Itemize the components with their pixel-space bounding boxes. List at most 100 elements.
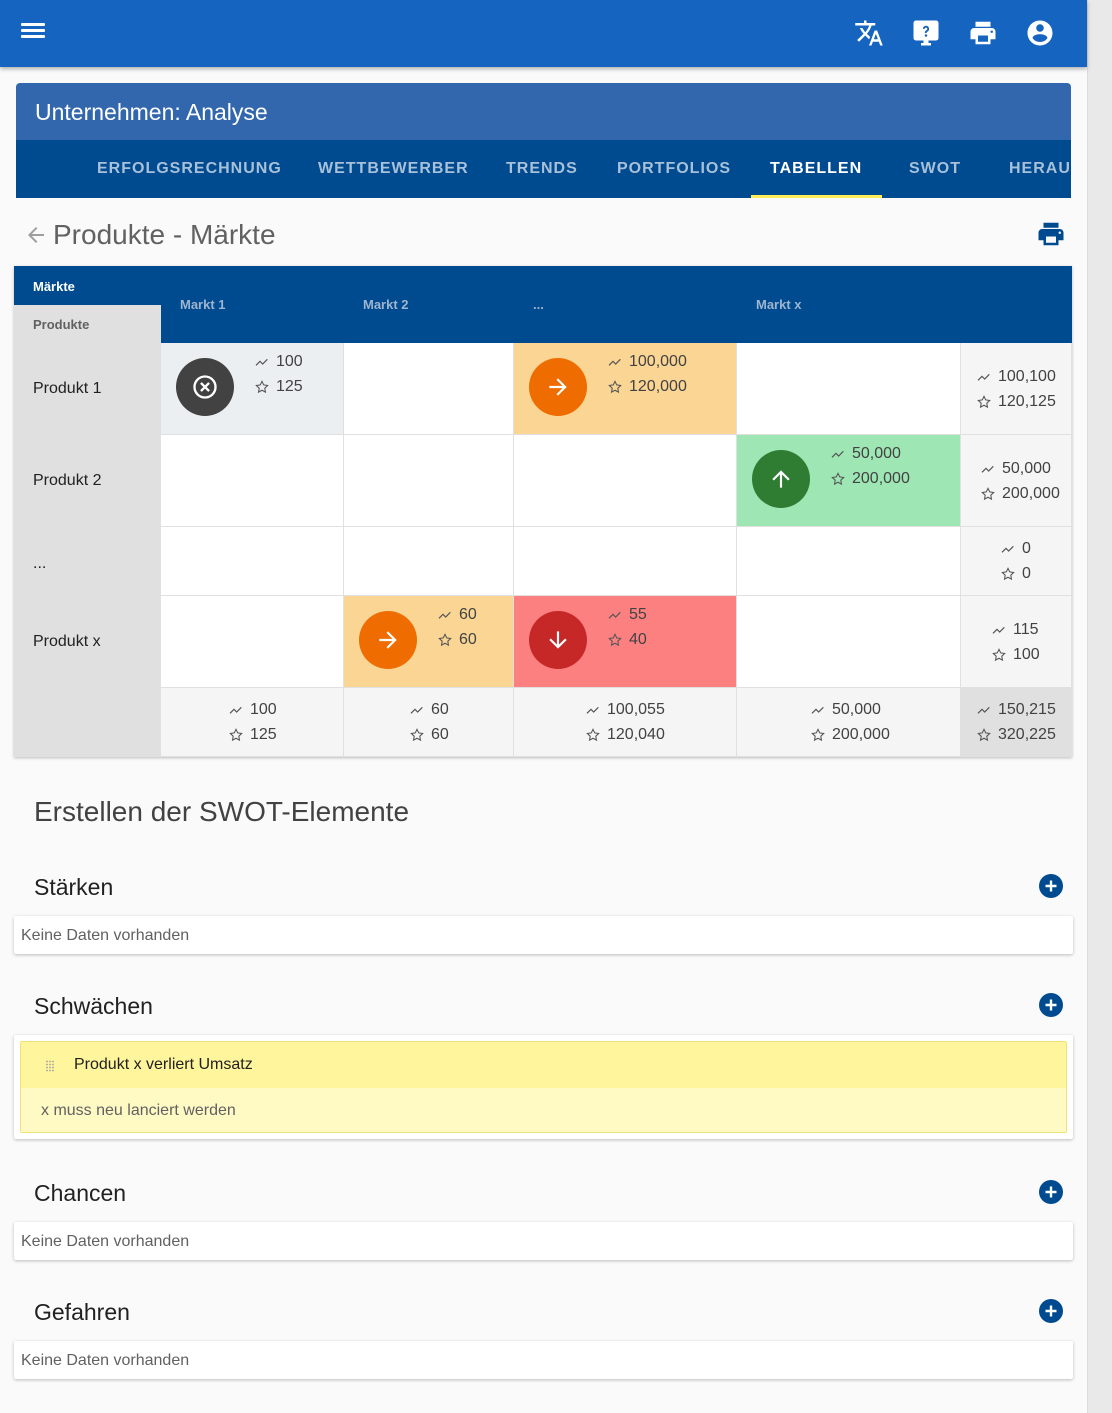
trend-value: 50,000 bbox=[852, 445, 901, 462]
page-scrollbar[interactable] bbox=[1087, 0, 1112, 1413]
schwaeche-item-title: Produkt x verliert Umsatz bbox=[74, 1056, 253, 1073]
matrix-cell[interactable]: 100 125 bbox=[161, 343, 344, 435]
star-value: 60 bbox=[431, 726, 449, 743]
arrow-right-icon bbox=[529, 358, 587, 416]
arrow-back-icon[interactable] bbox=[24, 223, 48, 247]
matrix-cell[interactable] bbox=[161, 527, 344, 596]
star-value: 60 bbox=[459, 631, 477, 648]
trending-icon bbox=[410, 706, 423, 714]
help-icon[interactable] bbox=[909, 16, 943, 50]
markets-label: Märkte bbox=[33, 279, 75, 294]
star-value: 120,000 bbox=[629, 378, 687, 395]
tab-trends[interactable]: TRENDS bbox=[506, 160, 578, 177]
trending-icon bbox=[831, 450, 844, 458]
star-icon bbox=[229, 727, 243, 741]
drag-handle-icon[interactable] bbox=[45, 1060, 55, 1072]
trending-icon bbox=[608, 611, 621, 619]
tab-portfolios[interactable]: PORTFOLIOS bbox=[617, 160, 731, 177]
row-header: ... bbox=[33, 555, 47, 572]
matrix-cell[interactable] bbox=[344, 343, 514, 435]
matrix-cell[interactable]: 100,000 120,000 bbox=[514, 343, 737, 435]
trending-icon bbox=[977, 706, 990, 714]
star-icon bbox=[608, 632, 622, 646]
matrix-header bbox=[14, 266, 1072, 343]
tab-wettbewerber[interactable]: WETTBEWERBER bbox=[318, 160, 469, 177]
star-icon bbox=[992, 647, 1006, 661]
analysis-card: Unternehmen: Analyse ERFOLGSRECHNUNG WET… bbox=[16, 83, 1071, 198]
star-value: 200,000 bbox=[852, 470, 910, 487]
star-value: 320,225 bbox=[998, 726, 1056, 743]
trend-value: 50,000 bbox=[1002, 460, 1051, 477]
trending-icon bbox=[981, 465, 994, 473]
tab-swot[interactable]: SWOT bbox=[909, 160, 961, 177]
column-total-cell: 100,055 120,040 bbox=[514, 688, 737, 757]
menu-icon[interactable] bbox=[20, 20, 48, 46]
swot-title: Erstellen der SWOT-Elemente bbox=[34, 796, 410, 827]
star-icon bbox=[811, 727, 825, 741]
matrix-cell[interactable] bbox=[161, 596, 344, 688]
tab-bar: ERFOLGSRECHNUNG WETTBEWERBER TRENDS PORT… bbox=[16, 140, 1071, 198]
star-value: 200,000 bbox=[832, 726, 890, 743]
add-gefahr-button[interactable] bbox=[1039, 1299, 1063, 1323]
star-icon bbox=[1001, 566, 1015, 580]
star-value: 200,000 bbox=[1002, 485, 1060, 502]
trending-icon bbox=[977, 373, 990, 381]
translate-icon[interactable] bbox=[852, 16, 886, 50]
column-header: ... bbox=[533, 297, 544, 312]
column-total-cell: 100 125 bbox=[161, 688, 344, 757]
matrix-cell[interactable] bbox=[737, 596, 961, 688]
trend-value: 100 bbox=[276, 353, 303, 370]
add-staerke-button[interactable] bbox=[1039, 874, 1063, 898]
star-icon bbox=[977, 394, 991, 408]
arrow-down-icon bbox=[529, 611, 587, 669]
column-total-cell: 60 60 bbox=[344, 688, 514, 757]
tab-tabellen[interactable]: TABELLEN bbox=[770, 160, 863, 177]
row-header: Produkt 2 bbox=[33, 472, 102, 489]
star-icon bbox=[255, 379, 269, 393]
trend-value: 100,000 bbox=[629, 353, 687, 370]
trend-value: 100,100 bbox=[998, 368, 1056, 385]
matrix-cell[interactable] bbox=[161, 435, 344, 527]
star-icon bbox=[981, 486, 995, 500]
tab-herau[interactable]: HERAU bbox=[1009, 160, 1071, 177]
column-header: Markt 1 bbox=[180, 297, 226, 312]
add-schwaeche-button[interactable] bbox=[1039, 993, 1063, 1017]
matrix-cell[interactable]: 50,000 200,000 bbox=[737, 435, 961, 527]
matrix-cell[interactable] bbox=[737, 527, 961, 596]
trend-value: 150,215 bbox=[998, 701, 1056, 718]
matrix-cell[interactable] bbox=[737, 343, 961, 435]
star-icon bbox=[977, 727, 991, 741]
matrix-cell[interactable]: 55 40 bbox=[514, 596, 737, 688]
staerken-empty: Keine Daten vorhanden bbox=[14, 916, 1073, 954]
column-header: Markt x bbox=[756, 297, 802, 312]
trend-value: 100,055 bbox=[607, 701, 665, 718]
account-icon[interactable] bbox=[1023, 16, 1057, 50]
star-value: 125 bbox=[276, 378, 303, 395]
schwaeche-item[interactable]: Produkt x verliert Umsatz x muss neu lan… bbox=[20, 1041, 1067, 1133]
row-total-cell: 100,100 120,125 bbox=[961, 343, 1072, 435]
product-market-matrix: Märkte Produkte Markt 1 Markt 2 ... Mark… bbox=[14, 266, 1072, 757]
row-total-cell: 0 0 bbox=[961, 527, 1072, 596]
trend-value: 100 bbox=[250, 701, 277, 718]
matrix-cell[interactable] bbox=[514, 527, 737, 596]
matrix-cell[interactable] bbox=[344, 527, 514, 596]
print-table-icon[interactable] bbox=[1036, 219, 1066, 249]
print-icon[interactable] bbox=[966, 16, 1000, 50]
matrix-cell[interactable] bbox=[344, 435, 514, 527]
section-title-chancen: Chancen bbox=[34, 1180, 127, 1206]
trend-value: 115 bbox=[1013, 621, 1039, 638]
app-bar bbox=[0, 0, 1087, 67]
trending-icon bbox=[992, 626, 1005, 634]
trend-value: 0 bbox=[1022, 540, 1031, 557]
cancel-icon bbox=[176, 358, 234, 416]
matrix-cell[interactable]: 60 60 bbox=[344, 596, 514, 688]
matrix-cell[interactable] bbox=[514, 435, 737, 527]
row-header: Produkt x bbox=[33, 633, 101, 650]
star-value: 120,125 bbox=[998, 393, 1056, 410]
tab-erfolgsrechnung[interactable]: ERFOLGSRECHNUNG bbox=[97, 160, 282, 177]
arrow-right-icon bbox=[359, 611, 417, 669]
trending-icon bbox=[1001, 545, 1014, 553]
add-chance-button[interactable] bbox=[1039, 1180, 1063, 1204]
trending-icon bbox=[229, 706, 242, 714]
products-label: Produkte bbox=[14, 305, 161, 343]
